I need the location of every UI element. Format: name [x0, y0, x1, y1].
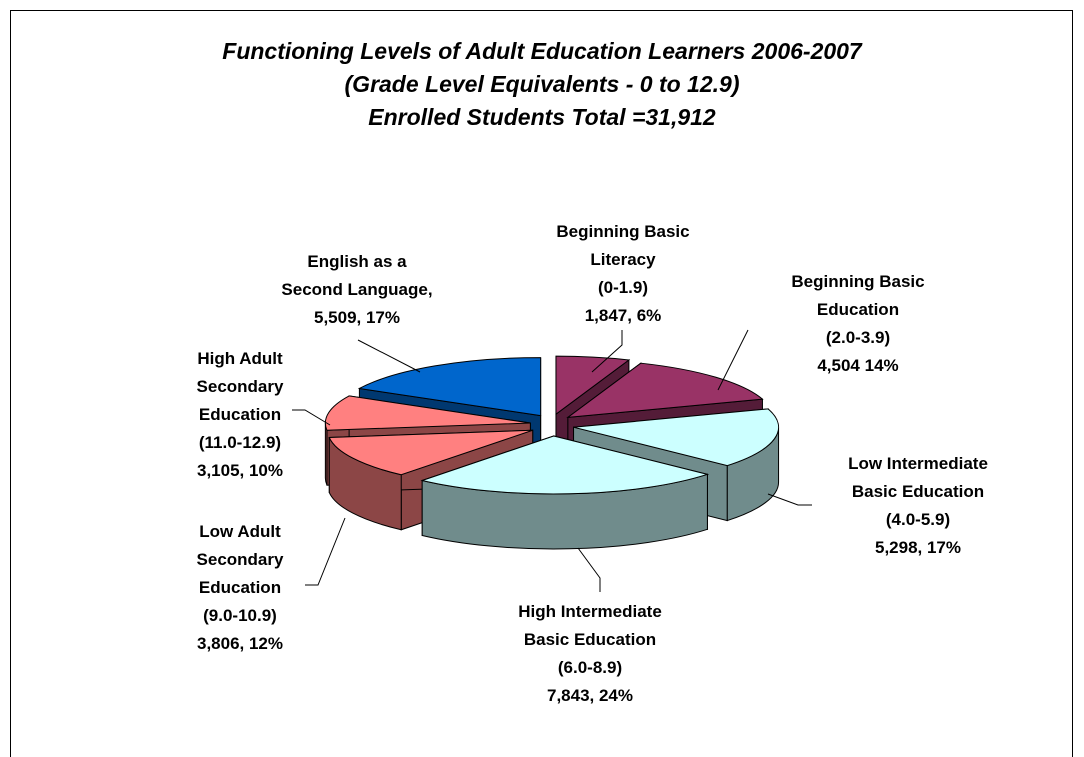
category-label: Beginning Basic Education (2.0-3.9) [791, 272, 925, 347]
annotation: Enrolled Students Total =31,912 [368, 104, 716, 130]
slice [555, 355, 631, 416]
category-label: English as a Second Language, [281, 252, 433, 299]
value-label: 3,105, 10% [196, 461, 283, 480]
value-label: 5,298, 17% [874, 538, 961, 557]
leader-line [577, 547, 601, 592]
slice [573, 408, 779, 467]
leader-line [305, 517, 346, 586]
slice [324, 395, 531, 431]
leader-line [292, 409, 331, 426]
slice-label: High Intermediate Basic Education (6.0-8… [470, 598, 710, 710]
value-label: 3,806, 12% [196, 634, 283, 653]
leader-line [591, 330, 623, 373]
slice-label: Low Adult Secondary Education (9.0-10.9)… [120, 518, 360, 658]
value-label: 5,509, 17% [313, 308, 400, 327]
category-label: Low Intermediate Basic Education (4.0-5.… [848, 454, 988, 529]
slice-label: High Adult Secondary Education (11.0-12.… [120, 345, 360, 485]
frame [10, 10, 1073, 757]
slice-label: Beginning Basic Education (2.0-3.9) 4,504… [738, 268, 978, 380]
slice-label: English as a Second Language, 5,509, 17% [237, 248, 477, 332]
value-label: 7,843, 24% [546, 686, 633, 705]
slice-label: Low Intermediate Basic Education (4.0-5.… [798, 450, 1038, 562]
chart-title: Functioning Levels of Adult Education Le… [222, 38, 862, 64]
category-label: High Adult Secondary Education (11.0-12.… [196, 349, 284, 452]
chart-subtitle: (Grade Level Equivalents - 0 to 12.9) [344, 71, 740, 97]
slice-label: Beginning Basic Literacy (0-1.9) 1,847, 6… [503, 218, 743, 330]
slice [566, 362, 764, 419]
leader-line [357, 339, 421, 373]
category-label: Beginning Basic Literacy (0-1.9) [556, 222, 690, 297]
value-label: 4,504 14% [817, 356, 899, 375]
value-label: 1,847, 6% [584, 306, 662, 325]
category-label: High Intermediate Basic Education (6.0-8… [518, 602, 662, 677]
leader-line [767, 493, 812, 506]
leader-line [717, 329, 749, 391]
slice [357, 357, 542, 417]
slice [328, 429, 533, 476]
slice [420, 435, 710, 495]
category-label: Low Adult Secondary Education (9.0-10.9) [196, 522, 284, 625]
